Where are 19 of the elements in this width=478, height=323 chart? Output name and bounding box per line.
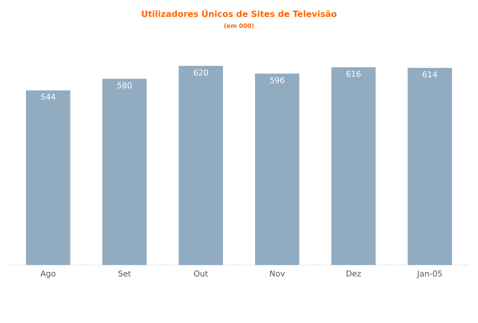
data-label: 544 — [41, 94, 56, 100]
x-tick-label: Out — [194, 270, 208, 277]
bar — [178, 66, 223, 265]
data-label: 580 — [117, 82, 132, 88]
bar — [408, 68, 452, 265]
x-tick-label: Jan-05 — [416, 270, 442, 278]
bar — [26, 90, 70, 265]
bar — [102, 78, 147, 265]
x-tick-label: Dez — [346, 270, 361, 276]
x-tick-label: Ago — [40, 270, 56, 278]
bar — [255, 74, 300, 265]
data-label: 614 — [422, 71, 438, 78]
data-label: 596 — [270, 77, 284, 84]
x-tick-label: Set — [118, 270, 131, 277]
x-tick-label: Nov — [270, 270, 285, 276]
data-label: 616 — [346, 70, 361, 77]
data-label: 620 — [194, 69, 208, 76]
chart-title: Utilizadores Únicos de Sites de Televisão — [142, 8, 337, 17]
bar — [331, 67, 376, 265]
